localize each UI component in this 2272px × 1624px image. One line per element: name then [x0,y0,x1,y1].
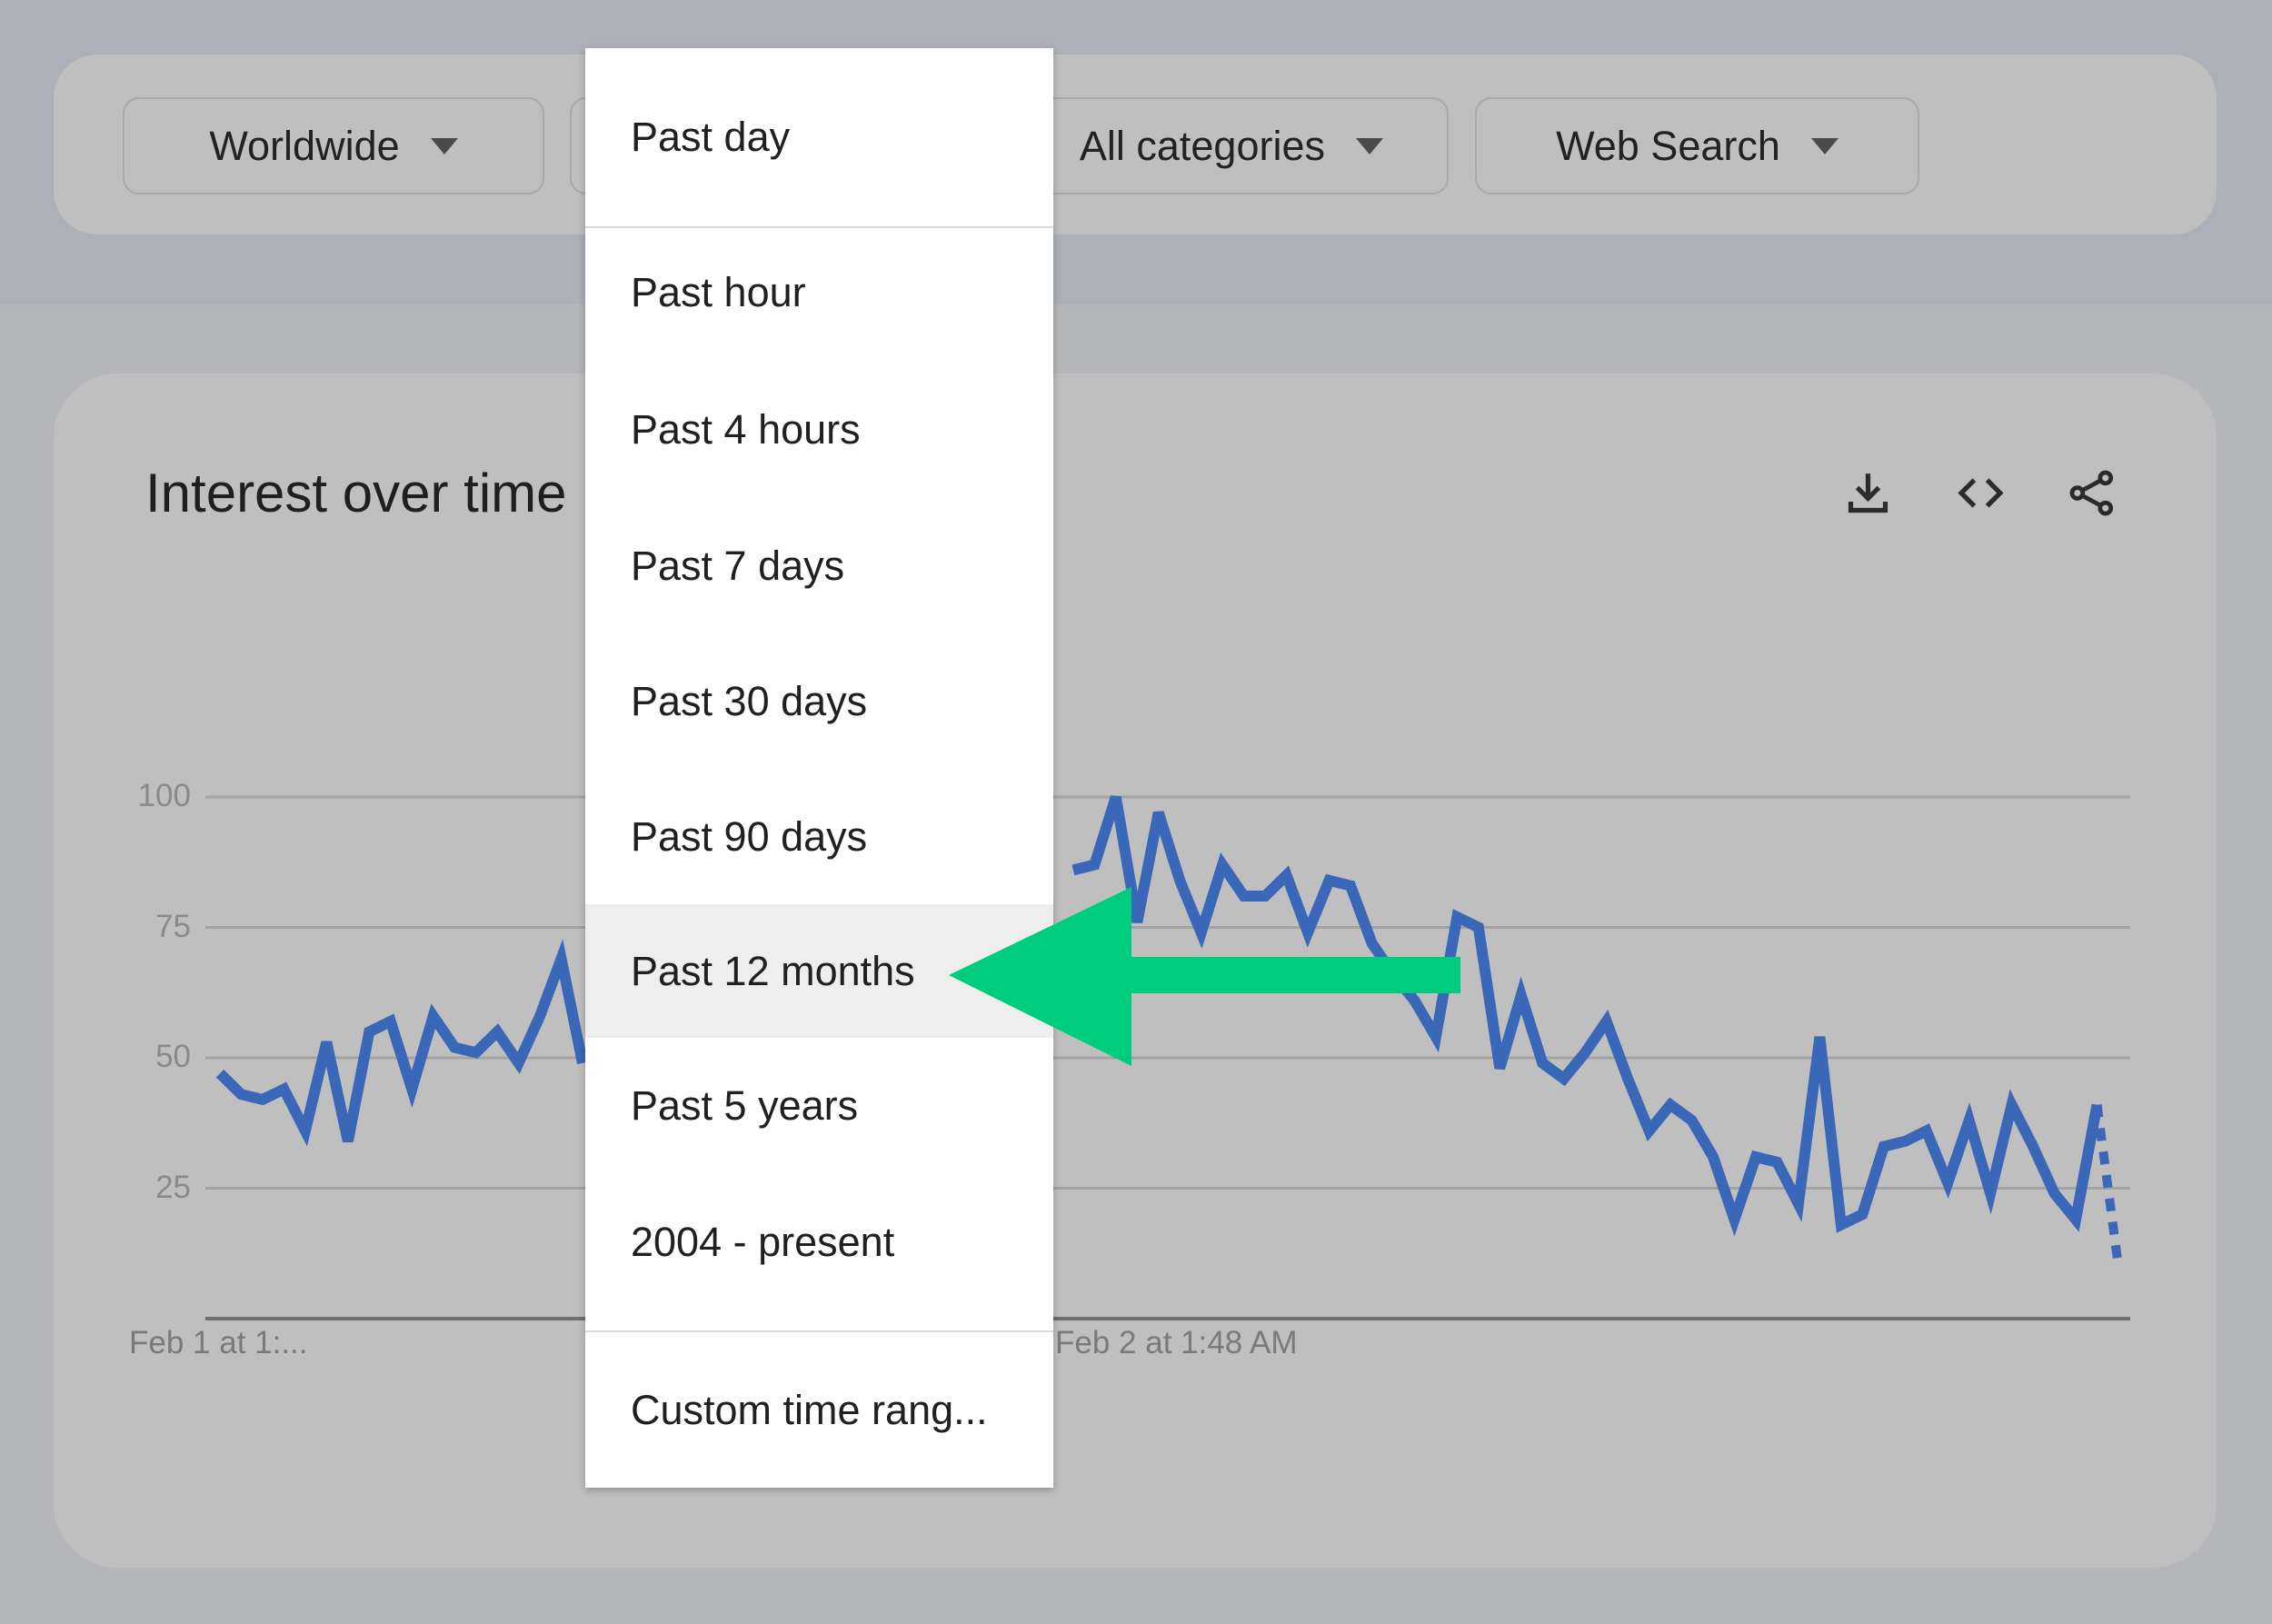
chevron-down-icon [1810,137,1839,154]
menu-item-past-5-years[interactable]: Past 5 years [631,1082,859,1129]
filter-bar [54,55,2217,234]
menu-item-past-hour[interactable]: Past hour [631,269,806,315]
share-icon[interactable] [2067,467,2118,519]
category-dropdown[interactable]: All categories [1009,97,1449,194]
location-label: Worldwide [209,122,400,169]
menu-divider [585,1330,1053,1332]
download-icon[interactable] [1842,467,1894,519]
menu-item-2004-present[interactable]: 2004 - present [631,1219,895,1265]
series-line-segment [215,939,588,1147]
partial-data-segment [2092,1104,2123,1268]
search-type-label: Web Search [1556,122,1780,169]
menu-item-past-90-days[interactable]: Past 90 days [631,813,868,860]
location-dropdown[interactable]: Worldwide [123,97,544,194]
x-tick-start: Feb 1 at 1:... [129,1325,308,1360]
y-tick-75: 75 [155,909,191,944]
menu-item-past-7-days[interactable]: Past 7 days [631,542,845,589]
menu-item-past-30-days[interactable]: Past 30 days [631,678,868,724]
y-tick-25: 25 [155,1170,191,1205]
card-title: Interest over time [145,463,567,523]
embed-code-icon[interactable] [1955,467,2007,519]
menu-item-custom-time-range[interactable]: Custom time rang... [631,1386,988,1433]
menu-item-past-12-months[interactable]: Past 12 months [585,904,1053,1038]
search-type-dropdown[interactable]: Web Search [1475,97,1919,194]
y-tick-100: 100 [137,778,191,813]
menu-divider [585,226,1053,228]
series-line-segment [1071,795,2103,1237]
x-tick-mid: Feb 2 at 1:48 AM [1055,1325,1298,1360]
menu-item-past-4-hours[interactable]: Past 4 hours [631,406,861,453]
y-tick-50: 50 [155,1039,191,1074]
menu-item-past-day[interactable]: Past day [631,114,791,160]
chevron-down-icon [1356,137,1383,154]
category-label: All categories [1079,122,1325,169]
chevron-down-icon [430,137,458,154]
time-range-menu: Past day Past hour Past 4 hours Past 7 d… [585,48,1053,1488]
